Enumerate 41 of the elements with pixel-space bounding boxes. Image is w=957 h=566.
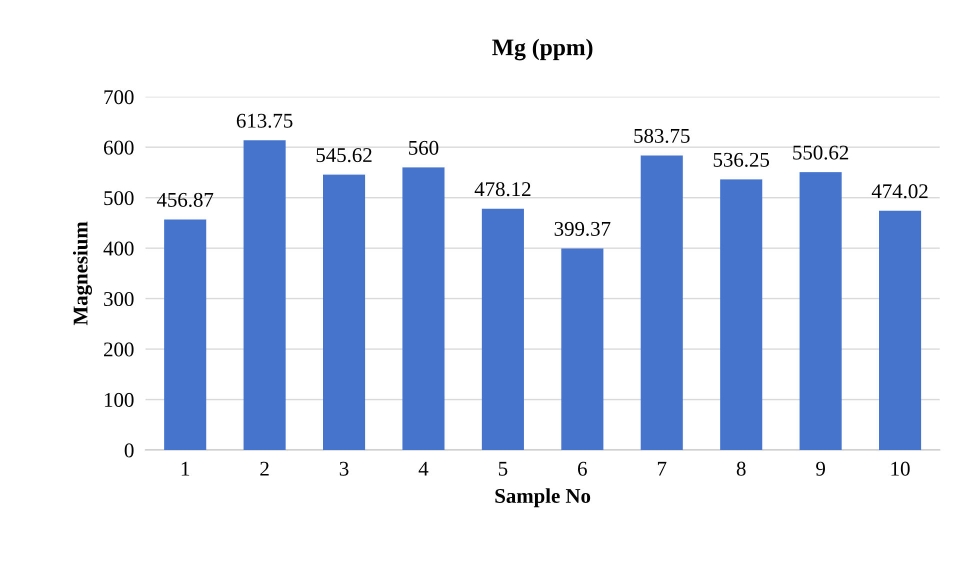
- x-tick-label: 9: [816, 462, 825, 476]
- x-tick-label: 2: [260, 462, 269, 476]
- x-tick-label: 8: [736, 462, 746, 476]
- data-label: 550.62: [793, 146, 848, 160]
- data-label: 478.12: [474, 182, 530, 196]
- data-label: 536.25: [714, 152, 770, 167]
- bar: [800, 172, 842, 450]
- y-tick-label: 600: [104, 140, 134, 155]
- y-tick-label: 200: [104, 342, 134, 356]
- x-tick-label: 1: [182, 462, 190, 476]
- bar: [402, 167, 445, 450]
- x-tick-label: 4: [418, 462, 428, 476]
- x-tick-label: 10: [891, 462, 910, 476]
- bar: [879, 210, 922, 450]
- y-tick-label: 400: [104, 242, 134, 256]
- x-tick-label: 7: [658, 462, 666, 476]
- bar: [640, 155, 683, 450]
- x-axis-title: Sample No: [495, 488, 590, 508]
- y-tick-label: 100: [104, 392, 134, 407]
- bar: [561, 248, 604, 450]
- data-label: 474.02: [872, 184, 928, 198]
- x-tick-label: 6: [578, 462, 587, 476]
- y-axis-title: Magnesium: [72, 222, 92, 326]
- bar: [482, 208, 524, 450]
- data-label: 583.75: [634, 128, 690, 143]
- bar: [720, 179, 762, 450]
- y-tick-label: 300: [104, 292, 134, 306]
- x-tick-label: 5: [498, 462, 508, 476]
- chart-title: Mg (ppm): [492, 38, 592, 60]
- y-tick-label: 500: [104, 191, 134, 206]
- data-label: 456.87: [156, 192, 214, 207]
- bar: [244, 140, 286, 450]
- bar: [322, 174, 366, 450]
- data-label: 399.37: [554, 222, 610, 236]
- x-tick-label: 3: [340, 462, 348, 476]
- data-label: 613.75: [236, 114, 292, 128]
- data-label: 545.62: [316, 148, 372, 162]
- y-tick-label: 0: [124, 443, 134, 458]
- y-tick-label: 700: [104, 90, 134, 104]
- data-label: 560: [409, 140, 438, 155]
- bar: [164, 219, 206, 450]
